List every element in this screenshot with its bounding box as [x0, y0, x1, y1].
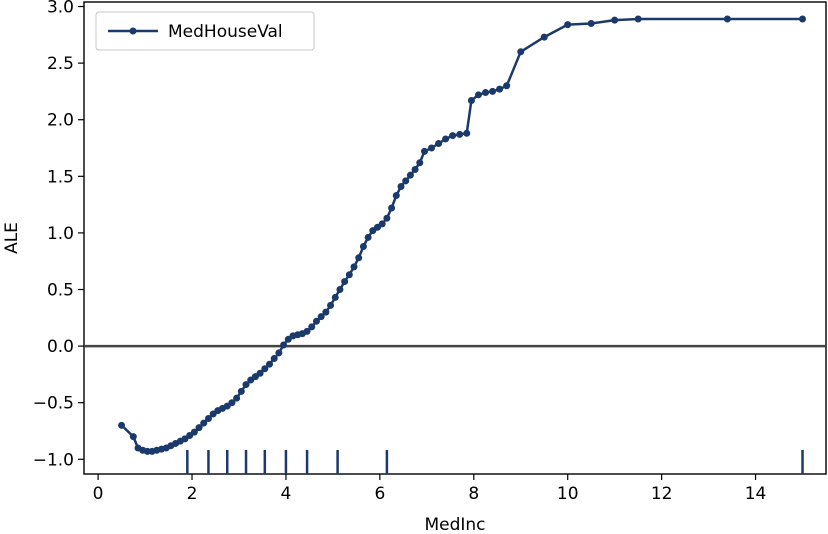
data-point	[489, 87, 497, 95]
y-tick-label: 2.5	[47, 54, 74, 74]
data-point	[317, 313, 325, 321]
data-point	[402, 177, 410, 185]
y-tick-label: 0.5	[47, 281, 74, 301]
data-point	[420, 147, 428, 155]
data-point	[723, 15, 731, 23]
data-point	[242, 381, 250, 389]
data-point	[261, 365, 269, 373]
x-ticks: 0 2 4 6 8 10 12 14	[93, 474, 767, 504]
x-tick-label: 12	[651, 484, 673, 504]
data-point	[322, 308, 330, 316]
data-point	[266, 360, 273, 368]
data-point	[411, 166, 419, 174]
legend: MedHouseVal	[95, 11, 315, 51]
y-tick-label: 3.0	[47, 0, 74, 18]
x-tick-label: 0	[93, 484, 104, 504]
data-point	[496, 85, 504, 93]
data-point	[467, 96, 475, 104]
data-point	[355, 254, 363, 262]
data-point	[611, 16, 619, 24]
data-point	[383, 214, 391, 222]
data-point	[303, 327, 311, 335]
data-point	[341, 278, 349, 286]
data-point	[388, 204, 396, 212]
y-axis-label: ALE	[2, 222, 22, 254]
x-tick-label: 8	[468, 484, 479, 504]
data-point	[118, 421, 126, 429]
data-point	[331, 293, 339, 301]
y-tick-label: 1.5	[47, 167, 74, 187]
legend-point-marker	[129, 27, 137, 35]
series	[118, 15, 807, 455]
data-point	[428, 144, 436, 152]
x-tick-label: 10	[557, 484, 579, 504]
data-point	[564, 21, 572, 29]
data-point	[364, 233, 372, 241]
decile-rug	[186, 450, 804, 474]
data-point	[397, 182, 405, 190]
legend-box	[95, 11, 315, 51]
x-tick-label: 4	[281, 484, 292, 504]
data-point	[327, 301, 335, 309]
y-tick-label: 0.0	[47, 337, 74, 357]
x-tick-label: 14	[745, 484, 767, 504]
y-tick-label: 2.0	[47, 111, 74, 131]
data-point	[359, 242, 367, 250]
y-tick-label: −0.5	[33, 394, 74, 414]
data-point	[416, 159, 424, 167]
data-point	[275, 349, 283, 357]
data-point	[442, 135, 450, 143]
data-point	[195, 424, 203, 432]
data-point	[308, 323, 316, 331]
data-point	[482, 89, 490, 97]
data-point	[228, 399, 236, 407]
data-point	[634, 15, 642, 23]
data-point	[200, 419, 208, 427]
data-point	[190, 428, 198, 436]
data-point	[237, 387, 245, 395]
x-axis-label: MedInc	[424, 515, 485, 534]
data-point	[540, 33, 548, 41]
data-point	[270, 355, 278, 363]
data-point	[280, 341, 288, 349]
axes: 0 2 4 6 8 10 12 14 −1.0 −0.5 0.0 0.5 1.0 1.5 2.0 2.5 3.…	[33, 0, 827, 504]
data-point	[463, 129, 471, 137]
data-point	[406, 171, 414, 179]
data-point	[256, 369, 264, 377]
data-point	[392, 192, 400, 200]
y-tick-label: 1.0	[47, 224, 74, 244]
data-point	[449, 132, 457, 140]
plot-frame	[83, 1, 827, 475]
data-point	[435, 139, 443, 147]
data-point	[312, 317, 320, 325]
y-ticks: −1.0 −0.5 0.0 0.5 1.0 1.5 2.0 2.5 3.0	[33, 0, 84, 470]
data-point	[350, 263, 358, 271]
data-point	[378, 220, 386, 228]
data-point	[456, 130, 464, 138]
series-line-medhouseval	[120, 17, 803, 453]
data-point	[799, 15, 807, 23]
data-point	[233, 394, 241, 402]
data-point	[587, 20, 595, 28]
data-point	[336, 286, 344, 294]
legend-label: MedHouseVal	[168, 22, 283, 42]
x-tick-label: 2	[187, 484, 198, 504]
data-point	[204, 415, 212, 423]
data-point	[517, 48, 525, 56]
data-point	[345, 271, 353, 279]
data-point	[503, 82, 511, 90]
data-point	[129, 433, 137, 441]
y-tick-label: −1.0	[33, 450, 74, 470]
data-point	[474, 91, 482, 99]
x-tick-label: 6	[374, 484, 385, 504]
